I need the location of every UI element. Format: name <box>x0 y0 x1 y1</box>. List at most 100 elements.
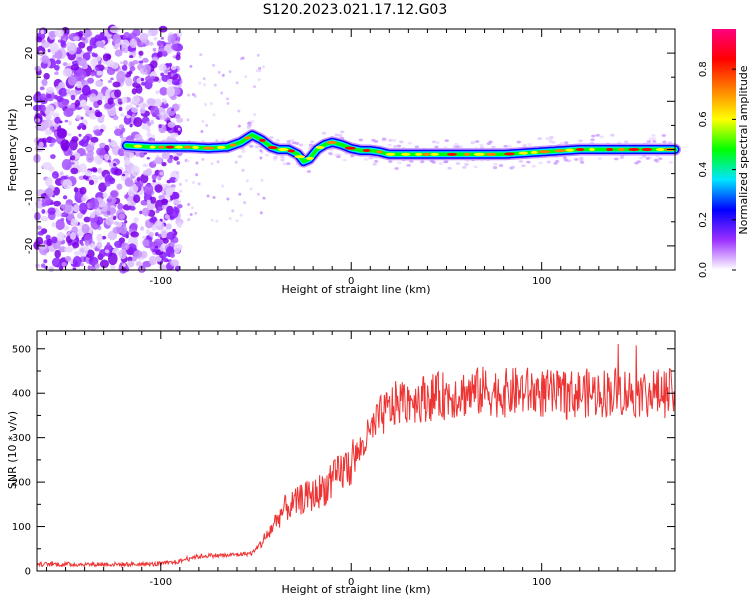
noise-speck <box>54 249 61 259</box>
noise-speck <box>73 204 80 213</box>
noise-speck <box>62 68 73 77</box>
track-halo-speck <box>551 140 556 144</box>
track-halo-speck <box>510 165 516 169</box>
noise-speck <box>41 78 48 87</box>
noise-speck <box>130 165 140 177</box>
noise-speck <box>148 255 157 266</box>
noise-speck <box>121 44 129 53</box>
noise-speck <box>173 198 182 205</box>
noise-speck <box>134 179 138 183</box>
noise-speck <box>177 84 182 88</box>
track-halo-speck <box>479 143 484 147</box>
noise-speck <box>221 73 225 77</box>
noise-speck <box>82 29 93 38</box>
track-halo-speck <box>394 167 399 170</box>
noise-speck <box>36 225 42 230</box>
noise-speck <box>237 109 241 113</box>
noise-speck <box>95 111 103 118</box>
noise-speck <box>158 63 167 72</box>
track-halo-speck <box>399 140 404 144</box>
noise-speck <box>61 262 67 267</box>
noise-speck <box>95 263 100 269</box>
noise-speck <box>231 209 235 213</box>
track-halo-speck <box>373 140 379 143</box>
noise-speck <box>78 70 87 80</box>
track-halo-speck <box>308 143 314 147</box>
track-halo-speck <box>464 163 469 166</box>
track-halo-speck <box>462 165 467 169</box>
noise-speck <box>235 219 239 223</box>
track-halo-speck <box>298 143 304 147</box>
track-peak <box>216 145 226 149</box>
track-halo-speck <box>610 133 615 137</box>
track-halo-speck <box>342 158 347 162</box>
noise-speck <box>172 228 177 233</box>
noise-speck <box>55 210 62 217</box>
colorbar-tick-label: 0.6 <box>698 111 709 127</box>
noise-speck <box>146 199 151 205</box>
track-halo-speck <box>549 136 554 139</box>
noise-speck <box>89 93 97 103</box>
noise-speck <box>129 38 138 49</box>
spectrogram-y-tick-label: 20 <box>24 47 35 60</box>
noise-speck <box>157 51 163 58</box>
noise-speck <box>141 207 150 216</box>
noise-speck <box>149 196 157 204</box>
noise-speck <box>257 78 261 82</box>
noise-speck <box>62 178 73 190</box>
track-peak <box>306 156 314 160</box>
noise-speck <box>79 186 87 195</box>
noise-speck <box>130 101 134 105</box>
noise-speck <box>73 187 79 193</box>
noise-speck <box>90 71 96 77</box>
noise-speck <box>170 241 175 247</box>
track-halo-speck <box>337 134 343 138</box>
noise-speck <box>65 255 72 262</box>
track-halo-speck <box>443 146 448 149</box>
noise-speck <box>56 128 67 139</box>
noise-speck <box>95 79 104 88</box>
noise-speck <box>209 102 213 106</box>
track-halo-speck <box>595 133 600 137</box>
track-halo-speck <box>559 141 565 145</box>
noise-speck <box>51 138 57 143</box>
noise-speck <box>138 50 144 56</box>
track-halo-speck <box>455 162 461 165</box>
track-halo-speck <box>645 156 650 160</box>
noise-speck <box>100 154 105 159</box>
noise-speck <box>132 95 141 104</box>
noise-speck <box>198 81 202 85</box>
track-halo-speck <box>507 144 512 148</box>
noise-speck <box>99 32 105 37</box>
track-peak <box>575 148 585 151</box>
track-halo-speck <box>249 144 254 148</box>
snr-x-tick-label: 100 <box>532 577 551 588</box>
track-peak <box>149 145 156 149</box>
noise-speck <box>69 232 77 240</box>
noise-speck <box>160 247 164 252</box>
noise-speck <box>87 150 94 157</box>
noise-speck <box>150 119 155 125</box>
track-halo-speck <box>250 120 255 124</box>
track-halo-speck <box>269 136 274 139</box>
noise-speck <box>147 122 152 127</box>
track-peak <box>628 148 640 151</box>
noise-speck <box>135 152 140 157</box>
noise-speck <box>51 222 57 228</box>
track-halo-speck <box>406 163 411 167</box>
track-halo-speck <box>447 166 452 170</box>
noise-speck <box>110 140 118 148</box>
noise-speck <box>102 53 111 62</box>
noise-speck <box>96 147 106 157</box>
noise-speck <box>107 97 114 105</box>
noise-speck <box>85 249 95 259</box>
noise-speck <box>122 59 128 66</box>
track-halo-speck <box>590 138 595 142</box>
noise-speck <box>91 52 96 57</box>
track-peak <box>244 136 252 140</box>
noise-speck <box>256 192 260 196</box>
snr-panel: -100 0 100 0 100 200 300 400 500 Height of strai… <box>6 330 676 596</box>
noise-speck <box>100 35 108 42</box>
track-halo-speck <box>350 154 355 158</box>
